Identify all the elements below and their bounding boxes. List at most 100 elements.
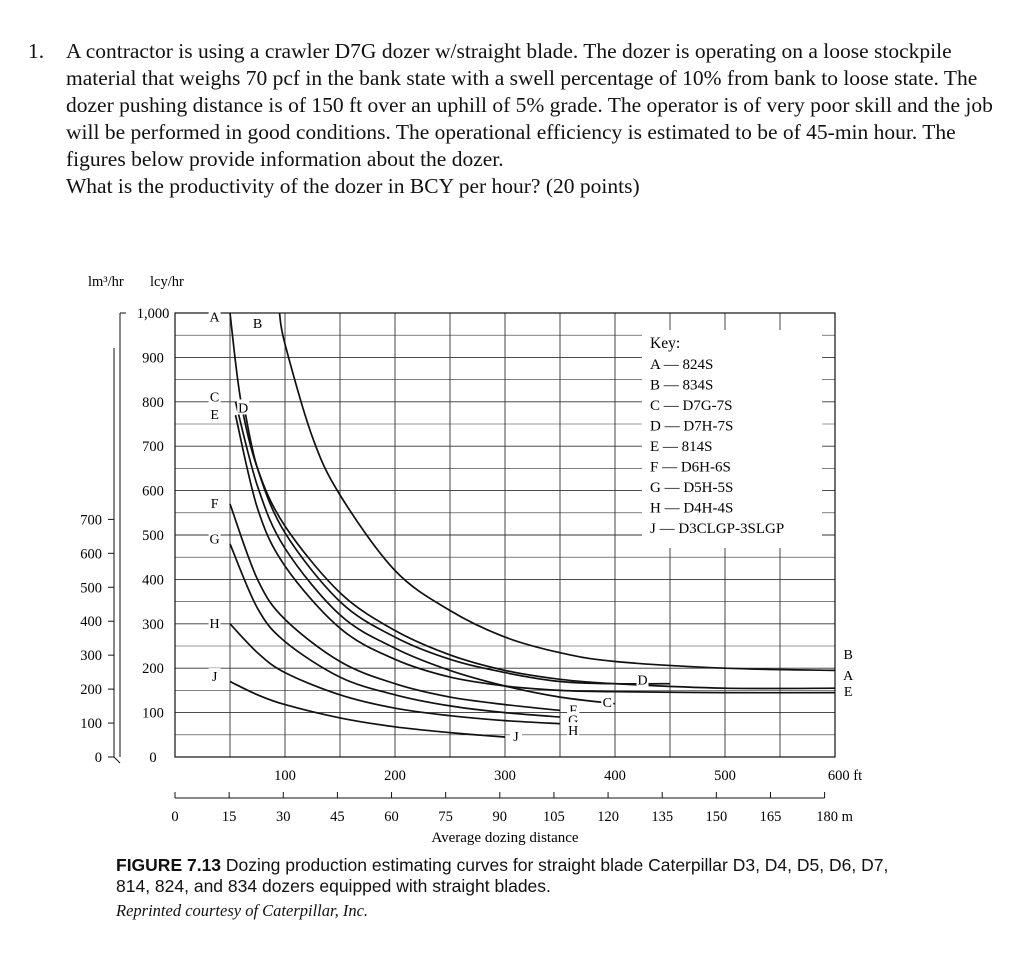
chart-axes: 01002003004005006007008009001,0000100200… [80,274,862,846]
x-tick-label-m: 180 m [816,809,853,825]
curve-label-j: J [513,730,519,745]
y-tick-label-lcy: 700 [142,439,164,455]
y-tick-label-lm3: 200 [80,682,102,698]
curve-label-bg [208,494,221,510]
y-tick-label-lm3: 700 [80,512,102,528]
legend-entry: F — D6H-6S [650,460,731,476]
curve-label-bg [251,315,264,331]
curve-label-bg [208,614,221,630]
y-unit-lcy: lcy/hr [150,274,184,290]
y-tick-label-lcy: 0 [149,750,156,766]
curve-label-h: H [568,724,578,739]
y-tick-label-lm3: 300 [80,648,102,664]
curve-label-bg [601,693,614,709]
curve-label-bg [567,722,580,738]
y-tick-label-lm3: 600 [80,546,102,562]
curve-c [234,401,616,705]
curve-f [229,503,561,712]
curve-label-bg [237,399,250,415]
curve-label-e: E [210,408,219,423]
curve-label-bg [208,530,221,546]
legend-entry: E — 814S [650,439,713,455]
y-tick-label-lcy: 300 [142,617,164,633]
x-tick-label-m: 165 [760,809,782,825]
question-number: 1. [28,39,45,63]
curve-j [229,680,506,738]
x-tick-label-m: 105 [543,809,565,825]
legend-entry: B — 834S [650,378,713,394]
curve-label-c: C [210,390,219,405]
curve-label-j: J [212,670,218,685]
x-tick-label-m: 45 [330,809,345,825]
curve-label-g: G [210,532,220,547]
curve-label-f: F [211,497,219,512]
curve-g [229,543,561,718]
x-tick-label-m: 30 [276,809,291,825]
curve-h [229,623,561,725]
legend-background [642,330,822,548]
y-tick-label-lcy: 200 [142,661,164,677]
curve-label-bg [842,667,855,683]
x-axis-title: Average dozing distance [431,830,579,846]
y-tick-label-lcy: 400 [142,572,164,588]
x-tick-label-m: 75 [438,809,453,825]
legend-entry: G — D5H-5S [650,480,733,496]
x-tick-label-ft: 600 ft [828,768,862,784]
curve-label-d: D [637,674,647,689]
curve-label-d: D [238,401,248,416]
curve-label-bg [636,671,649,687]
x-tick-label-m: 60 [384,809,399,825]
y-tick-label-lcy: 900 [142,350,164,366]
curve-label-a: A [843,669,854,684]
curve-label-bg [842,683,855,699]
figure-caption-text: Dozing production estimating curves for … [116,855,889,896]
curve-label-bg [208,668,221,684]
curve-label-bg [208,388,221,404]
legend-entry: H — D4H-4S [650,501,733,517]
question-prompt: What is the productivity of the dozer in… [66,174,640,198]
y-tick-label-lm3: 0 [95,750,102,766]
x-tick-label-ft: 200 [384,768,406,784]
x-tick-label-ft: 100 [274,768,296,784]
figure-caption: FIGURE 7.13 Dozing production estimating… [116,855,896,921]
legend-entry: C — D7G-7S [650,398,733,414]
axis-corner [113,756,121,764]
curve-label-bg [208,308,221,324]
curve-label-f: F [569,703,577,718]
curve-label-g: G [568,714,578,729]
curve-label-bg [842,645,855,661]
legend-entry: J — D3CLGP-3SLGP [650,521,784,537]
x-tick-label-ft: 500 [714,768,736,784]
curve-d [242,401,671,685]
curve-label-b: B [253,317,262,332]
curve-b [278,312,836,672]
curve-label-b: B [844,648,853,663]
y-tick-label-lm3: 500 [80,580,102,596]
curve-e [234,414,836,694]
x-tick-label-m: 120 [597,809,619,825]
x-tick-label-m: 90 [493,809,508,825]
y-tick-label-lcy: 100 [142,706,164,722]
y-tick-label-lcy: 800 [142,395,164,411]
y-tick-label-lcy: 1,000 [137,306,170,322]
plot-frame [174,312,836,758]
curve-label-a: A [210,310,221,325]
curve-label-bg [208,406,221,422]
y-tick-label-lcy: 600 [142,484,164,500]
y-tick-label-lm3: 100 [80,716,102,732]
legend-entry: A — 824S [650,357,713,373]
chart-curves [229,312,836,738]
x-tick-label-m: 15 [222,809,237,825]
question-block: 1. A contractor is using a crawler D7G d… [28,38,1008,200]
x-tick-label-ft: 400 [604,768,626,784]
y-tick-label-lcy: 500 [142,528,164,544]
x-tick-label-m: 150 [705,809,727,825]
question-text: A contractor is using a crawler D7G doze… [66,39,993,171]
legend-title: Key: [650,335,680,352]
curve-label-c: C [603,696,612,711]
x-tick-label-m: 0 [171,809,178,825]
y-tick-label-lm3: 400 [80,614,102,630]
curve-label-e: E [844,685,853,700]
